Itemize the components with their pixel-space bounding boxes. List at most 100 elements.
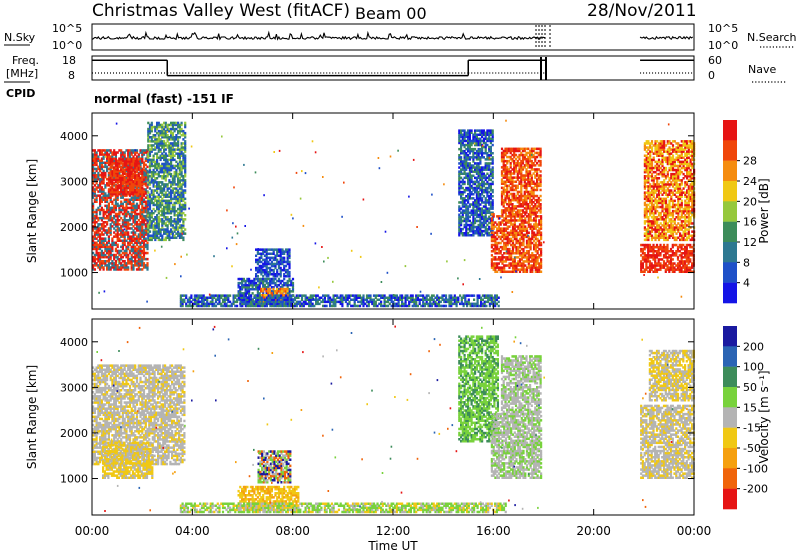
heatmap-cell [120,182,123,186]
heatmap-cell [154,164,157,168]
heatmap-cell [92,161,95,164]
heatmap-cell [161,168,164,172]
heatmap-cell [276,260,279,264]
heatmap-cell [147,181,150,184]
heatmap-cell [128,241,132,244]
heatmap-cell [125,239,128,242]
heatmap-cell [106,159,109,162]
heatmap-cell [148,201,152,205]
heatmap-cell [286,270,289,274]
heatmap-cell [141,202,144,206]
heatmap-cell [135,198,139,201]
heatmap-cell [114,196,117,199]
heatmap-cell [113,206,116,210]
heatmap-cell [99,159,102,162]
heatmap-cell [190,294,193,297]
heatmap-cell [144,184,147,187]
heatmap-cell [121,208,124,212]
heatmap-cell [279,275,282,278]
heatmap-cell [106,178,109,181]
heatmap-cell [166,193,169,196]
heatmap-cell [161,197,164,201]
heatmap-cell [269,281,272,285]
heatmap-cell [120,192,123,195]
heatmap-cell [262,264,265,268]
heatmap-cell [125,219,128,222]
heatmap-cell [120,257,123,261]
heatmap-cell [116,193,119,196]
heatmap-cell [163,134,166,137]
heatmap-cell [161,187,164,190]
heatmap-cell [141,233,144,236]
heatmap-cell [154,232,157,235]
heatmap-cell [120,239,123,242]
heatmap-cell [113,235,116,238]
heatmap-cell [109,251,112,255]
heatmap-cell [173,197,176,201]
heatmap-cell [181,294,184,297]
heatmap-cell [114,200,117,203]
heatmap-cell [171,220,174,223]
heatmap-cell [95,175,98,179]
heatmap-cell [92,268,95,271]
heatmap-cell [118,208,121,212]
heatmap-cell [144,214,147,218]
nsearch-label: N.Search [747,31,797,44]
heatmap-cell [95,169,98,173]
heatmap-cell [180,191,183,194]
heatmap-cell [163,238,166,242]
heatmap-cell [137,168,140,171]
heatmap-cell [156,224,159,227]
heatmap-cell [125,225,128,228]
heatmap-cell [123,178,126,182]
heatmap-cell [99,227,102,230]
heatmap-cell [120,174,123,177]
heatmap-cell [163,185,166,188]
heatmap-cell [132,151,135,154]
heatmap-cell [173,205,176,209]
heatmap-cell [142,168,146,171]
heatmap-cell [147,183,150,186]
heatmap-cell [154,127,157,131]
heatmap-cell [135,223,139,226]
heatmap-cell [157,230,160,233]
heatmap-cell [197,296,200,299]
heatmap-cell [147,121,150,125]
heatmap-cell [111,178,114,182]
heatmap-cell [97,223,100,226]
heatmap-cell [102,251,105,255]
heatmap-cell [130,245,133,249]
heatmap-cell [118,233,121,236]
heatmap-cell [182,193,185,196]
heatmap-cell [121,206,124,210]
heatmap-cell [106,210,109,214]
heatmap-cell [109,151,112,154]
heatmap-cell [171,181,174,184]
heatmap-cell [159,209,162,213]
heatmap-cell [95,264,98,267]
heatmap-cell [120,208,123,212]
heatmap-cell [256,258,259,262]
heatmap-cell [141,149,144,152]
heatmap-cell [99,204,102,208]
heatmap-cell [184,168,187,172]
heatmap-cell [272,248,275,251]
heatmap-cell [267,289,270,293]
heatmap-cell [116,231,119,234]
heatmap-cell [137,260,140,263]
heatmap-cell [130,182,133,186]
heatmap-cell [170,136,173,139]
heatmap-cell [130,193,133,196]
heatmap-cell [106,216,109,220]
heatmap-cell [99,237,102,240]
heatmap-cell [100,192,103,195]
heatmap-cell [256,275,259,278]
heatmap-cell [182,160,185,164]
heatmap-cell [104,237,107,240]
heatmap-cell [137,245,140,249]
heatmap-cell [177,136,180,139]
heatmap-cell [175,214,178,217]
heatmap-cell [93,219,96,222]
heatmap-cell [128,161,132,164]
heatmap-cell [258,281,261,285]
